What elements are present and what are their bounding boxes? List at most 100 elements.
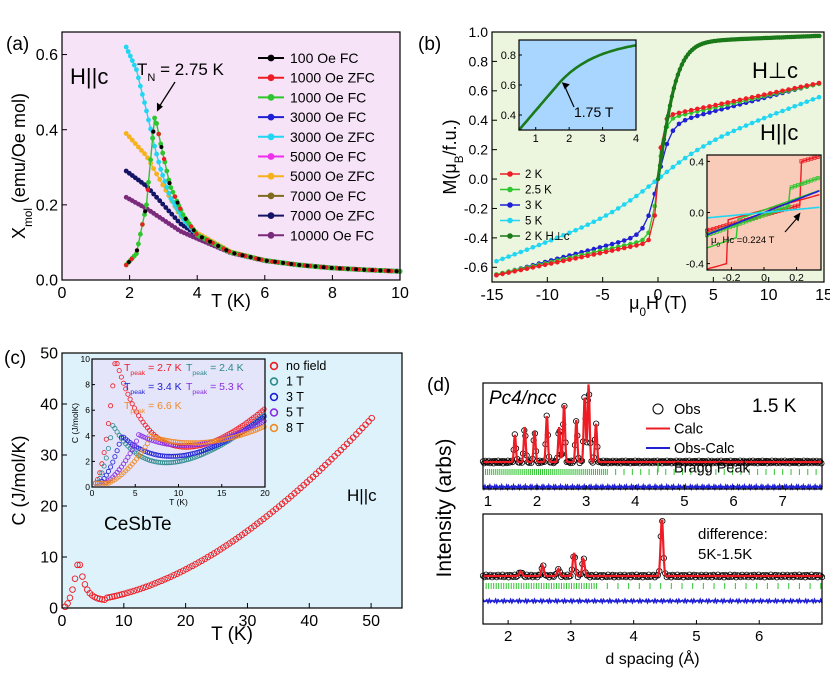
series-5k-point <box>816 94 822 100</box>
legend-label-4: 3000 Oe ZFC <box>290 129 375 145</box>
inset-bottom-2-5k-point <box>786 204 791 209</box>
series-1000-oe-fc-point <box>154 121 160 126</box>
series-2k-hperp-point <box>655 176 661 182</box>
series-1000-oe-fc-point <box>138 231 143 237</box>
inset-x-title: T (K) <box>169 497 188 507</box>
x-axis-title: T (K) <box>211 291 251 311</box>
series-2k-point <box>530 265 536 270</box>
inset-5t-point <box>133 438 139 444</box>
series-no-field-point <box>96 595 103 603</box>
series-5k-point <box>798 101 804 107</box>
inset-5t-point <box>127 450 133 456</box>
legend-label-2: 1000 Oe FC <box>290 89 366 105</box>
inset-bottom-ytick-label: 0.4 <box>689 156 704 168</box>
series-3000-oe-zfc-point <box>156 159 162 165</box>
series-1000-oe-zfc-point <box>178 206 183 211</box>
series-3k-point <box>603 243 609 249</box>
inset-5t-point <box>123 458 129 464</box>
y-axis-label: 0.0 <box>36 273 58 290</box>
bottom-obs-point <box>529 574 536 581</box>
series-3k-point <box>676 121 682 127</box>
x-axis-label: -15 <box>480 287 503 304</box>
bottom-obs-point <box>610 574 618 581</box>
series-no-field-point <box>152 580 159 587</box>
series-100-oe-fc-point <box>248 255 253 260</box>
inset-3t-point <box>198 448 204 454</box>
series-5k-point <box>597 216 603 222</box>
y-axis-label: 30 <box>40 448 58 465</box>
inset-bottom-5k <box>706 206 820 219</box>
inset-no-field-point <box>118 374 124 380</box>
x-axis-label: 0 <box>58 285 67 302</box>
y-axis-label: 0.2 <box>36 197 58 214</box>
series-3000-oe-zfc-point <box>164 184 170 190</box>
series-3000-oe-zfc-point <box>131 62 137 68</box>
x-axis-label: 30 <box>239 613 257 630</box>
series-5k-point <box>634 193 639 199</box>
inset-xtick-label: 10 <box>174 488 184 498</box>
y-axis-title: C (J/mol/K) <box>9 436 29 526</box>
series-7000-oe-zfc-point <box>169 211 175 217</box>
series-3000-oe-zfc-point <box>160 172 166 178</box>
inset-3t-point <box>151 451 157 457</box>
inset-3t-point <box>146 450 152 456</box>
x-axis-label: 2 <box>125 285 134 302</box>
inset-8t-point <box>261 424 267 430</box>
inset-1t-point <box>108 435 114 441</box>
x-axis-label: -5 <box>596 287 610 304</box>
bottom-obs-point <box>604 571 612 578</box>
series-1000-oe-zfc-point <box>145 187 151 192</box>
inset-bottom-xtick-label: 0.2 <box>789 272 804 284</box>
legend-label-0: no field <box>286 359 326 373</box>
inset-no-field-point <box>108 403 114 409</box>
inset-8t-point <box>142 444 148 450</box>
series-1000-oe-fc-point <box>136 241 141 247</box>
inset-y-title: C (J/molK) <box>70 403 80 443</box>
tn-arrow-head <box>156 102 163 112</box>
series-no-field-point <box>139 584 147 592</box>
series-no-field-point <box>136 585 144 593</box>
series-1000-oe-fc-point <box>142 212 147 218</box>
series-5k-point <box>743 123 749 128</box>
series-3k-point <box>688 115 694 121</box>
inset-no-field-point <box>112 361 118 367</box>
inset-8t-point <box>242 431 248 437</box>
series-5k-point <box>719 134 724 139</box>
inset-3t-point <box>103 472 109 478</box>
series-7000-oe-zfc-point <box>157 198 163 204</box>
series-no-field-point <box>108 593 116 601</box>
bottom-obs-point <box>745 574 752 581</box>
series-3k-point <box>695 113 700 119</box>
series-5k-point <box>585 222 590 227</box>
y-axis-label: 10 <box>40 550 58 567</box>
series-5k-point <box>676 160 682 165</box>
series-3k-point <box>719 106 724 112</box>
legend-label-1: 1 T <box>286 375 304 389</box>
series-5k-point <box>768 113 773 118</box>
series-5000-oe-zfc-point <box>157 177 163 182</box>
series-100-oe-fc-point <box>386 268 391 273</box>
bottom-diff-line <box>482 597 823 605</box>
inset-bottom-2-5k-up <box>706 176 820 236</box>
legend-marker <box>507 186 513 193</box>
plot-background <box>62 32 400 280</box>
inset-3t-point <box>118 434 124 440</box>
inset-8t-point <box>153 435 159 441</box>
inset-8t-point <box>255 426 261 432</box>
inset-1t-point <box>185 456 191 462</box>
inset-bottom-xtick-label: 0 <box>761 272 767 284</box>
series-2k-point <box>707 104 712 109</box>
inset-ytick-label: 0 <box>85 482 90 492</box>
inset-3t-point <box>203 447 209 453</box>
series-5k-point <box>640 189 645 194</box>
inset-no-field-point <box>127 396 133 402</box>
series-1000-oe-fc-point <box>152 115 158 121</box>
inset-8t-point <box>146 433 152 439</box>
inset-1t-point <box>112 425 118 431</box>
series-2k-point <box>743 96 749 101</box>
legend-marker <box>267 54 275 62</box>
series-no-field-point <box>164 574 171 582</box>
series-5k-point <box>774 111 779 116</box>
series-2k-point <box>597 250 603 256</box>
inset-no-field-point <box>123 386 129 392</box>
